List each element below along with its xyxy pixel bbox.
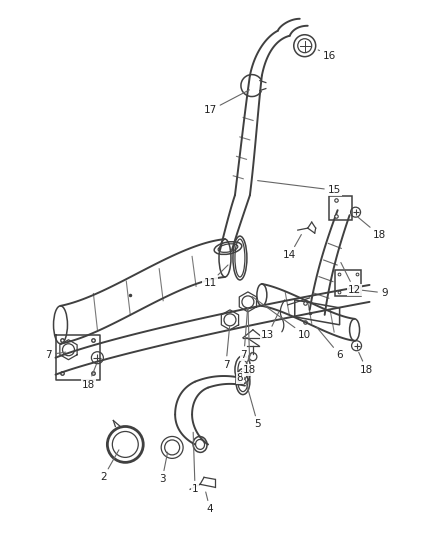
Text: 3: 3 (159, 452, 168, 484)
Text: 14: 14 (283, 235, 301, 260)
Text: 4: 4 (206, 492, 213, 514)
Text: 18: 18 (243, 308, 257, 375)
Text: 16: 16 (318, 50, 336, 61)
Text: 11: 11 (203, 265, 228, 288)
Text: 9: 9 (362, 288, 388, 298)
Text: 13: 13 (261, 312, 279, 340)
Text: 12: 12 (341, 263, 361, 295)
Text: 7: 7 (240, 308, 247, 360)
Text: 8: 8 (237, 352, 252, 383)
Text: 18: 18 (358, 217, 386, 240)
Text: 7: 7 (45, 350, 66, 360)
Text: 15: 15 (258, 181, 341, 195)
Text: 2: 2 (100, 450, 119, 482)
Text: 1: 1 (192, 432, 198, 494)
Text: 10: 10 (252, 296, 311, 340)
Text: 5: 5 (245, 377, 261, 430)
Text: 18: 18 (82, 364, 96, 390)
Text: 18: 18 (359, 352, 373, 375)
Text: 17: 17 (203, 90, 249, 116)
Text: 7: 7 (223, 326, 230, 370)
Text: 6: 6 (317, 327, 343, 360)
